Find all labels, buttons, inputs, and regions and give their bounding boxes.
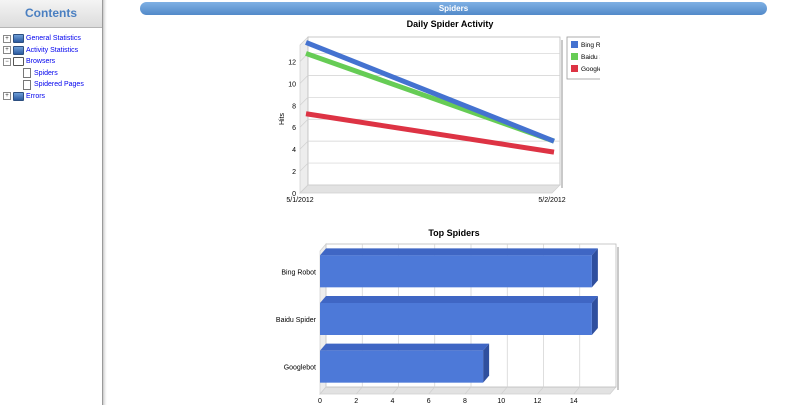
x-tick-label: 5/1/2012 (286, 197, 313, 204)
y-tick-label: 12 (288, 59, 296, 66)
main-panel: Spiders (107, 0, 800, 405)
tree-link-general-statistics[interactable]: General Statistics (26, 35, 81, 42)
x-tick-label: 5/2/2012 (538, 197, 565, 204)
legend-swatch (571, 53, 578, 60)
sidebar: Contents + General Statistics + Activity… (0, 0, 103, 405)
x-tick-label: 2 (354, 398, 358, 405)
bar-top-googlebot (320, 343, 490, 351)
tree-link-activity-statistics[interactable]: Activity Statistics (26, 46, 79, 54)
y-tick-label: Baidu Spider (276, 317, 317, 324)
legend-label: Googlebot (581, 66, 600, 73)
bar-side-bing-robot (591, 248, 598, 288)
gridline-floor (464, 386, 472, 395)
tree-link-spiders[interactable]: Spiders (34, 69, 58, 77)
daily-spider-activity-chart: Daily Spider Activity 0 2 4 6 8 10 12 5/1/2012 5/… (279, 19, 600, 204)
legend-label: Baidu Spider (581, 54, 600, 61)
y-tick-label: 10 (288, 81, 296, 88)
gridline-floor (319, 386, 327, 395)
gridline-floor (573, 386, 581, 395)
y-tick-label: Bing Robot (281, 269, 316, 276)
gridline-side (299, 97, 309, 106)
x-tick-label: 0 (318, 398, 322, 405)
gridline-floor (428, 386, 436, 395)
tree-item-general-statistics[interactable]: + General Statistics (3, 33, 102, 45)
x-tick-label: 10 (497, 398, 505, 405)
y-tick-label: 6 (292, 125, 296, 132)
legend-swatch (571, 65, 578, 72)
chart-title: Daily Spider Activity (407, 19, 494, 29)
tree-item-errors[interactable]: + Errors (3, 91, 102, 103)
book-icon (13, 34, 24, 44)
bar-top-baidu-spider (320, 296, 598, 303)
gridline-side (299, 75, 309, 84)
expand-icon[interactable]: + (3, 92, 11, 101)
tree-item-browsers[interactable]: − Browsers (3, 56, 102, 68)
series-line-bing-robot (305, 40, 555, 144)
tree-item-spiders[interactable]: Spiders (3, 68, 102, 80)
gridline-side (299, 162, 309, 172)
page-icon (23, 79, 31, 90)
page-icon (23, 68, 31, 79)
contents-tree: + General Statistics + Activity Statisti… (0, 28, 102, 102)
bar-googlebot (320, 350, 484, 383)
x-tick-label: 12 (534, 398, 542, 405)
chart-title: Top Spiders (428, 228, 479, 238)
page-title: Spiders (140, 2, 767, 15)
x-tick-label: 6 (427, 398, 431, 405)
top-spiders-chart: Top Spiders 0 2 4 6 8 10 12 14 Bing Robot Baidu Sp… (276, 228, 619, 405)
tree-link-spidered-pages[interactable]: Spidered Pages (34, 81, 84, 88)
book-icon (13, 45, 24, 55)
gridline-floor (355, 386, 363, 395)
bar-top-bing-robot (320, 248, 598, 256)
bar-bing-robot (320, 255, 592, 288)
tree-link-errors[interactable]: Errors (26, 92, 46, 100)
gridline-side (299, 118, 309, 128)
gridline-side (299, 140, 309, 150)
gridline-side (299, 184, 309, 194)
open-book-icon (13, 57, 24, 67)
collapse-icon[interactable]: − (3, 57, 11, 66)
expand-icon[interactable]: + (3, 46, 11, 55)
chart-floor (299, 184, 561, 194)
y-tick-label: Googlebot (284, 365, 316, 372)
gridline-floor (392, 386, 399, 395)
y-tick-label: 0 (292, 191, 296, 198)
tree-item-activity-statistics[interactable]: + Activity Statistics (3, 45, 102, 57)
x-tick-label: 8 (463, 398, 467, 405)
book-icon (13, 91, 24, 101)
x-tick-label: 4 (391, 398, 395, 405)
expand-icon[interactable]: + (3, 34, 11, 43)
sidebar-title: Contents (0, 0, 102, 28)
bar-side-baidu-spider (591, 296, 598, 335)
bar-baidu-spider (320, 303, 592, 335)
y-tick-label: 4 (292, 147, 296, 154)
series-line-googlebot (305, 111, 555, 155)
y-tick-label: 2 (292, 169, 296, 176)
y-tick-label: 8 (292, 103, 296, 110)
gridline-floor (537, 386, 544, 395)
gridline-floor (500, 386, 508, 395)
legend-swatch (571, 41, 578, 48)
legend-label: Bing Robot (581, 42, 600, 49)
x-tick-label: 14 (570, 398, 578, 405)
tree-link-browsers[interactable]: Browsers (26, 58, 56, 65)
sidebar-divider (103, 0, 107, 405)
bar-side-googlebot (483, 343, 490, 383)
y-axis-label: Hits (279, 112, 286, 125)
tree-item-spidered-pages[interactable]: Spidered Pages (3, 79, 102, 91)
